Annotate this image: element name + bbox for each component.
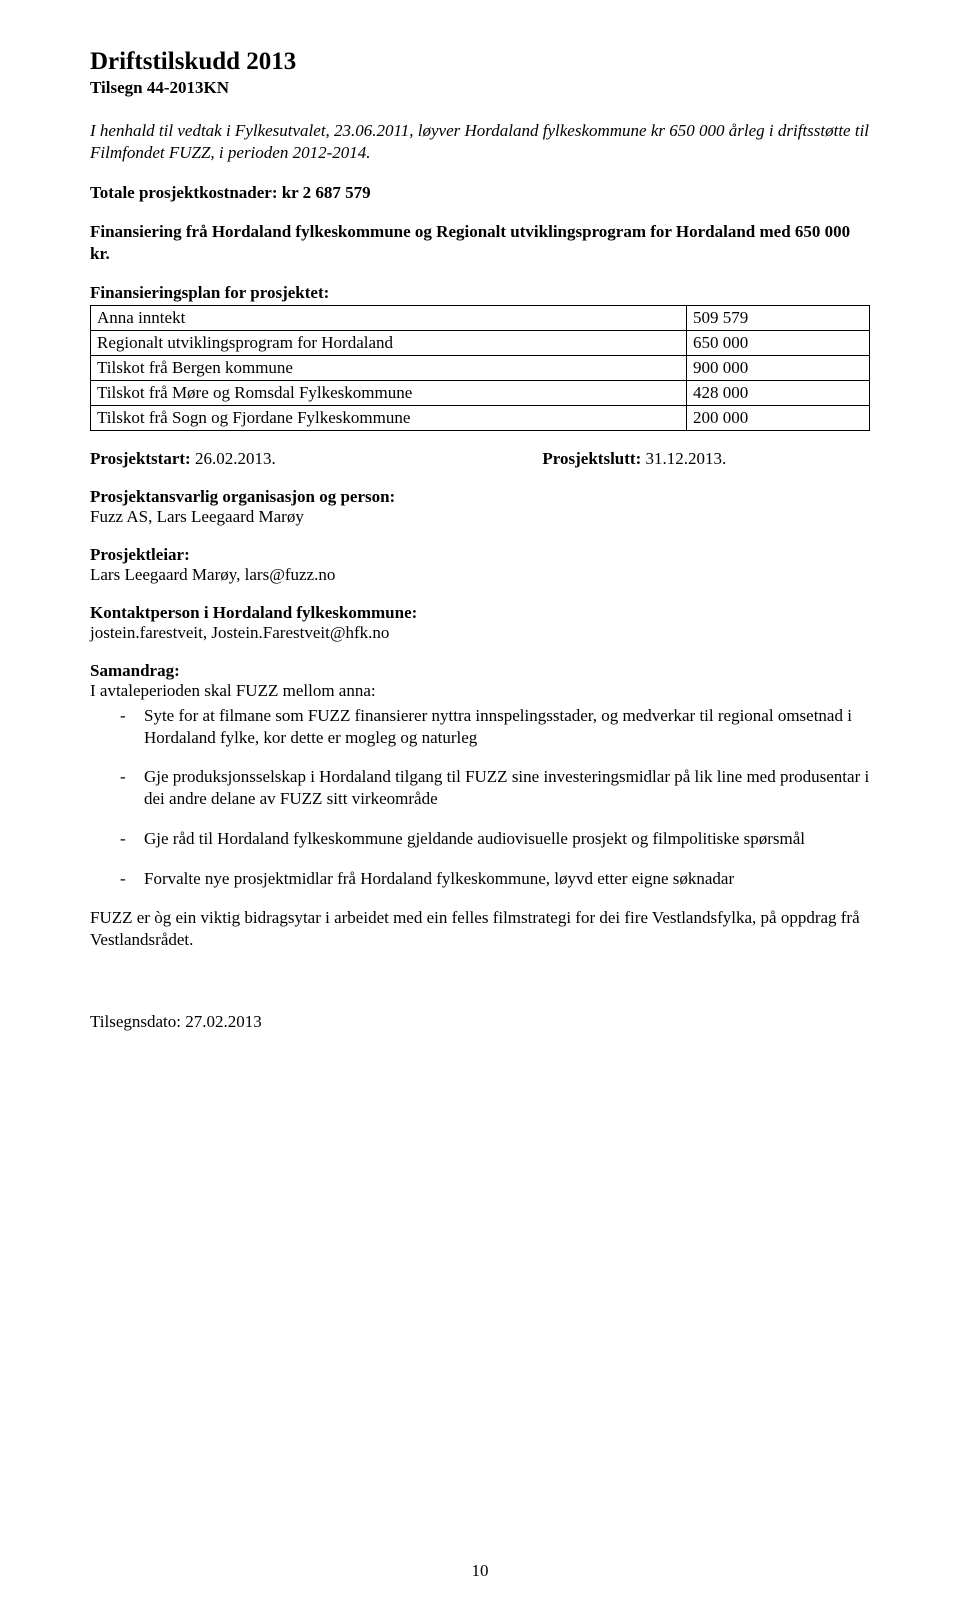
financing-table-body: Anna inntekt 509 579 Regionalt utvikling… [91,305,870,430]
table-row: Regionalt utviklingsprogram for Hordalan… [91,330,870,355]
list-item: Syte for at filmane som FUZZ finansierer… [90,705,870,749]
fin-value: 900 000 [687,355,870,380]
table-row: Anna inntekt 509 579 [91,305,870,330]
fin-label: Tilskot frå Bergen kommune [91,355,687,380]
fin-value: 650 000 [687,330,870,355]
fin-label: Anna inntekt [91,305,687,330]
intro-paragraph: I henhald til vedtak i Fylkesutvalet, 23… [90,120,870,164]
summary-closing: FUZZ er òg ein viktig bidragsytar i arbe… [90,907,870,951]
project-end: Prosjektslutt: 31.12.2013. [542,449,870,469]
page-subtitle: Tilsegn 44-2013KN [90,78,870,98]
grant-date: Tilsegnsdato: 27.02.2013 [90,1011,870,1033]
fin-label: Regionalt utviklingsprogram for Hordalan… [91,330,687,355]
financing-table: Anna inntekt 509 579 Regionalt utvikling… [90,305,870,431]
table-row: Tilskot frå Bergen kommune 900 000 [91,355,870,380]
project-dates-row: Prosjektstart: 26.02.2013. Prosjektslutt… [90,449,870,469]
page-number: 10 [0,1561,960,1581]
table-row: Tilskot frå Møre og Romsdal Fylkeskommun… [91,380,870,405]
project-end-label: Prosjektslutt: [542,449,641,468]
project-end-value: 31.12.2013. [641,449,726,468]
fin-label: Tilskot frå Møre og Romsdal Fylkeskommun… [91,380,687,405]
responsible-value: Fuzz AS, Lars Leegaard Marøy [90,507,870,527]
fin-value: 509 579 [687,305,870,330]
responsible-heading: Prosjektansvarlig organisasjon og person… [90,487,870,507]
financing-line: Finansiering frå Hordaland fylkeskommune… [90,221,870,265]
project-leader-heading: Prosjektleiar: [90,545,870,565]
fin-plan-heading: Finansieringsplan for prosjektet: [90,283,870,303]
page-title: Driftstilskudd 2013 [90,48,870,76]
project-start-value: 26.02.2013. [191,449,276,468]
summary-bullet-list: Syte for at filmane som FUZZ finansierer… [90,705,870,890]
fin-value: 200 000 [687,405,870,430]
list-item: Gje råd til Hordaland fylkeskommune gjel… [90,828,870,850]
summary-heading: Samandrag: [90,661,870,681]
project-start-label: Prosjektstart: [90,449,191,468]
table-row: Tilskot frå Sogn og Fjordane Fylkeskommu… [91,405,870,430]
list-item: Forvalte nye prosjektmidlar frå Hordalan… [90,868,870,890]
total-cost-line: Totale prosjektkostnader: kr 2 687 579 [90,182,870,204]
project-start: Prosjektstart: 26.02.2013. [90,449,542,469]
summary-intro: I avtaleperioden skal FUZZ mellom anna: [90,681,870,701]
list-item: Gje produksjonsselskap i Hordaland tilga… [90,766,870,810]
contact-value: jostein.farestveit, Jostein.Farestveit@h… [90,623,870,643]
fin-label: Tilskot frå Sogn og Fjordane Fylkeskommu… [91,405,687,430]
contact-heading: Kontaktperson i Hordaland fylkeskommune: [90,603,870,623]
project-leader-value: Lars Leegaard Marøy, lars@fuzz.no [90,565,870,585]
document-page: Driftstilskudd 2013 Tilsegn 44-2013KN I … [0,0,960,1609]
fin-value: 428 000 [687,380,870,405]
